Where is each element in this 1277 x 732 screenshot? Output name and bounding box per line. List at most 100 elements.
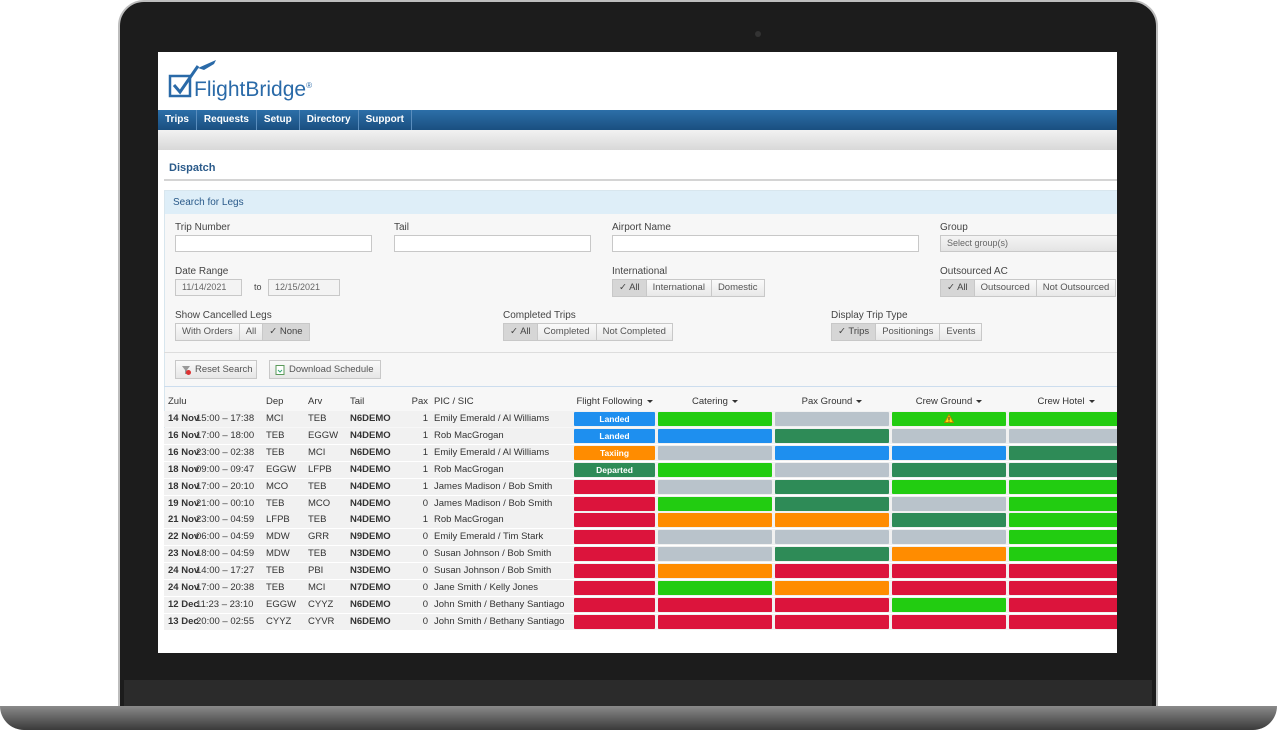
status-cell[interactable] (892, 412, 1006, 426)
status-cell[interactable] (574, 513, 655, 528)
status-cell[interactable] (775, 428, 889, 443)
status-cell[interactable] (658, 547, 772, 562)
status-cell[interactable] (1009, 479, 1117, 494)
nav-item[interactable]: Requests (197, 110, 257, 130)
column-header[interactable]: Arv (308, 396, 323, 407)
status-cell[interactable]: Taxiing (574, 445, 655, 460)
status-cell[interactable] (658, 530, 772, 545)
toggle-button[interactable]: Positionings (876, 324, 941, 340)
status-cell[interactable] (1009, 564, 1117, 579)
toggle-button[interactable]: Completed (537, 324, 597, 340)
column-header[interactable]: Flight Following (574, 396, 655, 407)
toggle-button[interactable]: Events (940, 324, 982, 340)
status-cell[interactable] (775, 614, 889, 629)
status-cell[interactable] (658, 479, 772, 494)
table-row[interactable]: 18 Nov 09:00 – 09:47 EGGW LFPB N4DEMO 1 Rob Ma… (164, 461, 1117, 478)
date-input[interactable]: 12/15/2021 (268, 279, 340, 296)
nav-item[interactable]: Directory (300, 110, 359, 130)
table-row[interactable]: 14 Nov 15:00 – 17:38 MCI TEB N6DEMO 1 Emily Em… (164, 411, 1117, 427)
table-row[interactable]: 23 Nov 18:00 – 04:59 MDW TEB N3DEMO 0 Susan Jo… (164, 546, 1117, 563)
status-cell[interactable] (1009, 428, 1117, 443)
column-header[interactable]: Crew Hotel (1009, 396, 1117, 407)
column-header[interactable]: Dep (266, 396, 284, 407)
status-cell[interactable] (892, 597, 1006, 612)
toggle-button[interactable]: Not Outsourced (1036, 280, 1116, 296)
table-row[interactable]: 18 Nov 17:00 – 20:10 MCO TEB N4DEMO 1 James Ma… (164, 478, 1117, 495)
nav-item[interactable]: Trips (158, 110, 197, 130)
status-cell[interactable] (892, 547, 1006, 562)
table-row[interactable]: 16 Nov 23:00 – 02:38 TEB MCI N6DEMO 1 Emily Em… (164, 444, 1117, 461)
nav-item[interactable]: Support (359, 110, 412, 130)
toggle-button[interactable]: Domestic (711, 280, 764, 296)
status-cell[interactable] (892, 479, 1006, 494)
table-row[interactable]: 19 Nov 21:00 – 00:10 TEB MCO N4DEMO 0 James Ma… (164, 495, 1117, 512)
status-cell[interactable] (1009, 547, 1117, 562)
status-cell[interactable] (892, 530, 1006, 545)
status-cell[interactable] (1009, 597, 1117, 612)
column-header[interactable]: Pax Ground (775, 396, 889, 407)
status-cell[interactable]: Departed (574, 462, 655, 477)
toggle-button[interactable]: Not Completed (596, 324, 672, 340)
status-cell[interactable] (1009, 513, 1117, 528)
status-cell[interactable] (658, 496, 772, 511)
table-row[interactable]: 16 Nov 17:00 – 18:00 TEB EGGW N4DEMO 1 Rob Mac… (164, 427, 1117, 444)
status-cell[interactable] (892, 445, 1006, 460)
status-cell[interactable] (658, 412, 772, 426)
status-cell[interactable]: Landed (574, 428, 655, 443)
status-cell[interactable] (775, 530, 889, 545)
status-cell[interactable] (892, 513, 1006, 528)
nav-item[interactable]: Setup (257, 110, 300, 130)
status-cell[interactable] (775, 597, 889, 612)
table-row[interactable]: 24 Nov 17:00 – 20:38 TEB MCI N7DEMO 0 Jane Smi… (164, 580, 1117, 596)
toggle-button[interactable]: Outsourced (974, 280, 1037, 296)
action-button[interactable]: Reset Search (175, 360, 257, 379)
status-cell[interactable] (574, 581, 655, 595)
status-cell[interactable] (892, 428, 1006, 443)
status-cell[interactable] (775, 462, 889, 477)
action-button[interactable]: Download Schedule (269, 360, 381, 379)
status-cell[interactable] (892, 496, 1006, 511)
status-cell[interactable] (658, 462, 772, 477)
status-cell[interactable] (775, 564, 889, 579)
status-cell[interactable] (892, 614, 1006, 629)
status-cell[interactable] (574, 496, 655, 511)
toggle-button[interactable]: ✓ None (263, 324, 309, 340)
text-input[interactable] (612, 235, 919, 252)
status-cell[interactable] (775, 547, 889, 562)
status-cell[interactable] (658, 581, 772, 595)
status-cell[interactable] (658, 513, 772, 528)
status-cell[interactable] (775, 496, 889, 511)
status-cell[interactable] (658, 445, 772, 460)
column-header[interactable]: PIC / SIC (434, 396, 474, 407)
status-cell[interactable] (775, 581, 889, 595)
status-cell[interactable] (658, 564, 772, 579)
status-cell[interactable] (658, 428, 772, 443)
status-cell[interactable]: Landed (574, 412, 655, 426)
toggle-button[interactable]: With Orders (176, 324, 240, 340)
text-input[interactable] (175, 235, 372, 252)
status-cell[interactable] (658, 597, 772, 612)
table-row[interactable]: 21 Nov 23:00 – 04:59 LFPB TEB N4DEMO 1 Rob Mac… (164, 512, 1117, 529)
status-cell[interactable] (658, 614, 772, 629)
toggle-button[interactable]: ✓ All (941, 280, 975, 296)
status-cell[interactable] (892, 462, 1006, 477)
column-header[interactable]: Tail (350, 396, 365, 407)
toggle-button[interactable]: ✓ All (613, 280, 647, 296)
status-cell[interactable] (775, 513, 889, 528)
column-header[interactable]: Zulu (168, 396, 187, 407)
text-input[interactable]: Select group(s) (940, 235, 1117, 252)
toggle-button[interactable]: ✓ All (504, 324, 538, 340)
status-cell[interactable] (574, 614, 655, 629)
column-header[interactable]: Catering (658, 396, 772, 407)
table-row[interactable]: 22 Nov 06:00 – 04:59 MDW GRR N9DEMO 0 Emily Em… (164, 529, 1117, 546)
status-cell[interactable] (1009, 445, 1117, 460)
status-cell[interactable] (1009, 581, 1117, 595)
status-cell[interactable] (775, 445, 889, 460)
toggle-button[interactable]: All (239, 324, 264, 340)
status-cell[interactable] (574, 547, 655, 562)
text-input[interactable] (394, 235, 591, 252)
status-cell[interactable] (1009, 462, 1117, 477)
status-cell[interactable] (892, 564, 1006, 579)
status-cell[interactable] (775, 412, 889, 426)
status-cell[interactable] (892, 581, 1006, 595)
